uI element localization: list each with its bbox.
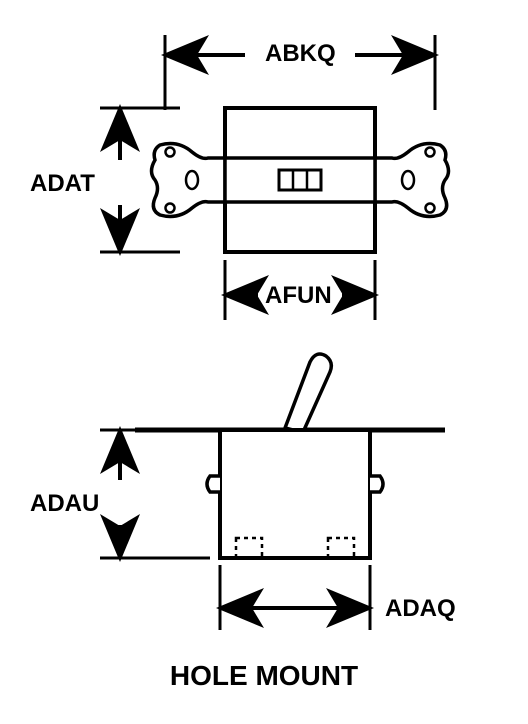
label-adat: ADAT <box>30 170 95 198</box>
dim-adaq <box>220 565 370 630</box>
toggle-lever <box>285 354 331 430</box>
switch-window <box>279 170 321 190</box>
label-abkq: ABKQ <box>265 40 336 68</box>
bracket-right-ear <box>375 144 449 217</box>
bracket-left-ear <box>152 144 226 217</box>
top-view <box>100 35 449 320</box>
label-adau: ADAU <box>30 490 99 518</box>
diagram-container: ABKQ ADAT AFUN ADAU ADAQ HOLE MOUNT <box>0 0 528 724</box>
label-adaq: ADAQ <box>385 595 456 623</box>
dim-adau <box>100 430 210 558</box>
diagram-title: HOLE MOUNT <box>0 660 528 692</box>
switch-body-side <box>207 430 383 558</box>
side-nub-left <box>207 476 220 492</box>
side-nub-right <box>370 476 383 492</box>
side-view <box>100 354 445 630</box>
label-afun: AFUN <box>265 282 332 310</box>
